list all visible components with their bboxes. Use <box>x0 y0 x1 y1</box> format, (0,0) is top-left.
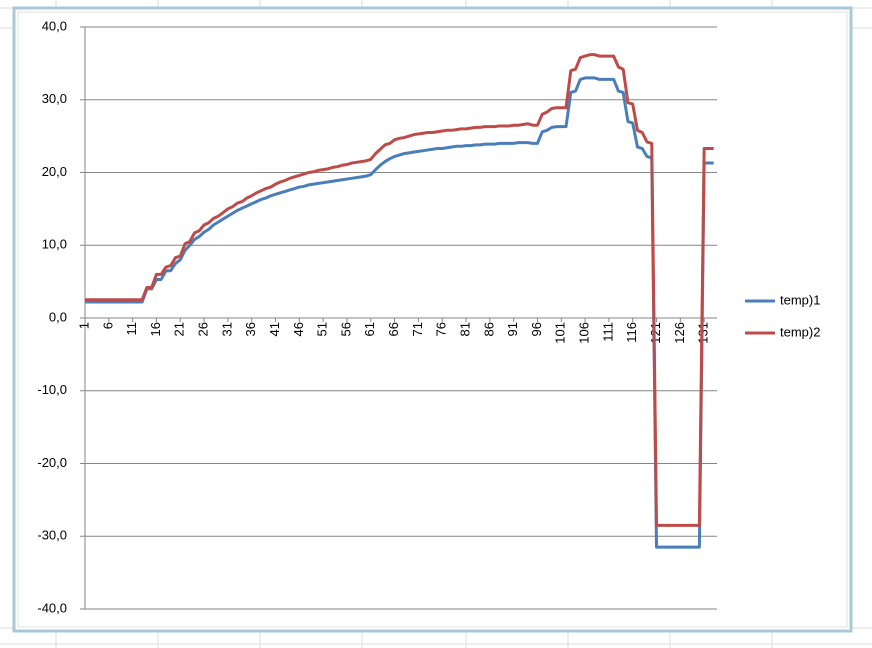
x-tick-label: 41 <box>267 322 282 336</box>
legend-label: temp)1 <box>780 292 820 307</box>
x-tick-label: 101 <box>553 322 568 344</box>
chart-inner <box>17 11 848 628</box>
x-tick-label: 106 <box>577 322 592 344</box>
x-tick-label: 56 <box>338 322 353 336</box>
y-tick-label: 20,0 <box>42 164 67 179</box>
legend-label: temp)2 <box>780 324 820 339</box>
y-tick-label: -40,0 <box>37 600 67 615</box>
y-tick-label: 0,0 <box>49 309 67 324</box>
y-tick-label: -30,0 <box>37 528 67 543</box>
x-tick-label: 91 <box>505 322 520 336</box>
x-tick-label: 81 <box>457 322 472 336</box>
x-tick-label: 11 <box>124 322 139 336</box>
y-tick-label: 40,0 <box>42 18 67 33</box>
y-tick-label: -20,0 <box>37 455 67 470</box>
series-line <box>85 53 714 527</box>
y-tick-label: 10,0 <box>42 237 67 252</box>
x-tick-label: 96 <box>529 322 544 336</box>
x-tick-label: 76 <box>434 322 449 336</box>
x-tick-label: 16 <box>148 322 163 336</box>
series-line <box>85 76 714 549</box>
x-tick-label: 86 <box>481 322 496 336</box>
x-tick-label: 36 <box>243 322 258 336</box>
x-tick-label: 111 <box>600 322 615 342</box>
x-tick-label: 71 <box>410 322 425 336</box>
chart: -40,0 -30,0 -20,0 -10,0 0,0 10,0 20,0 30,0 40,0 1… <box>37 18 820 615</box>
x-tick-label: 126 <box>672 322 687 344</box>
x-tick-label: 21 <box>172 322 187 336</box>
x-tick-label: 1 <box>76 322 91 329</box>
x-tick-label: 66 <box>386 322 401 336</box>
x-tick-label: 116 <box>624 322 639 343</box>
x-tick-label: 26 <box>196 322 211 336</box>
y-tick-label: 30,0 <box>42 91 67 106</box>
x-tick-label: 6 <box>100 322 115 329</box>
x-tick-label: 46 <box>291 322 306 336</box>
x-tick-label: 61 <box>362 322 377 336</box>
y-tick-label: -10,0 <box>37 382 67 397</box>
x-tick-label: 51 <box>315 322 330 336</box>
x-tick-label: 31 <box>219 322 234 336</box>
